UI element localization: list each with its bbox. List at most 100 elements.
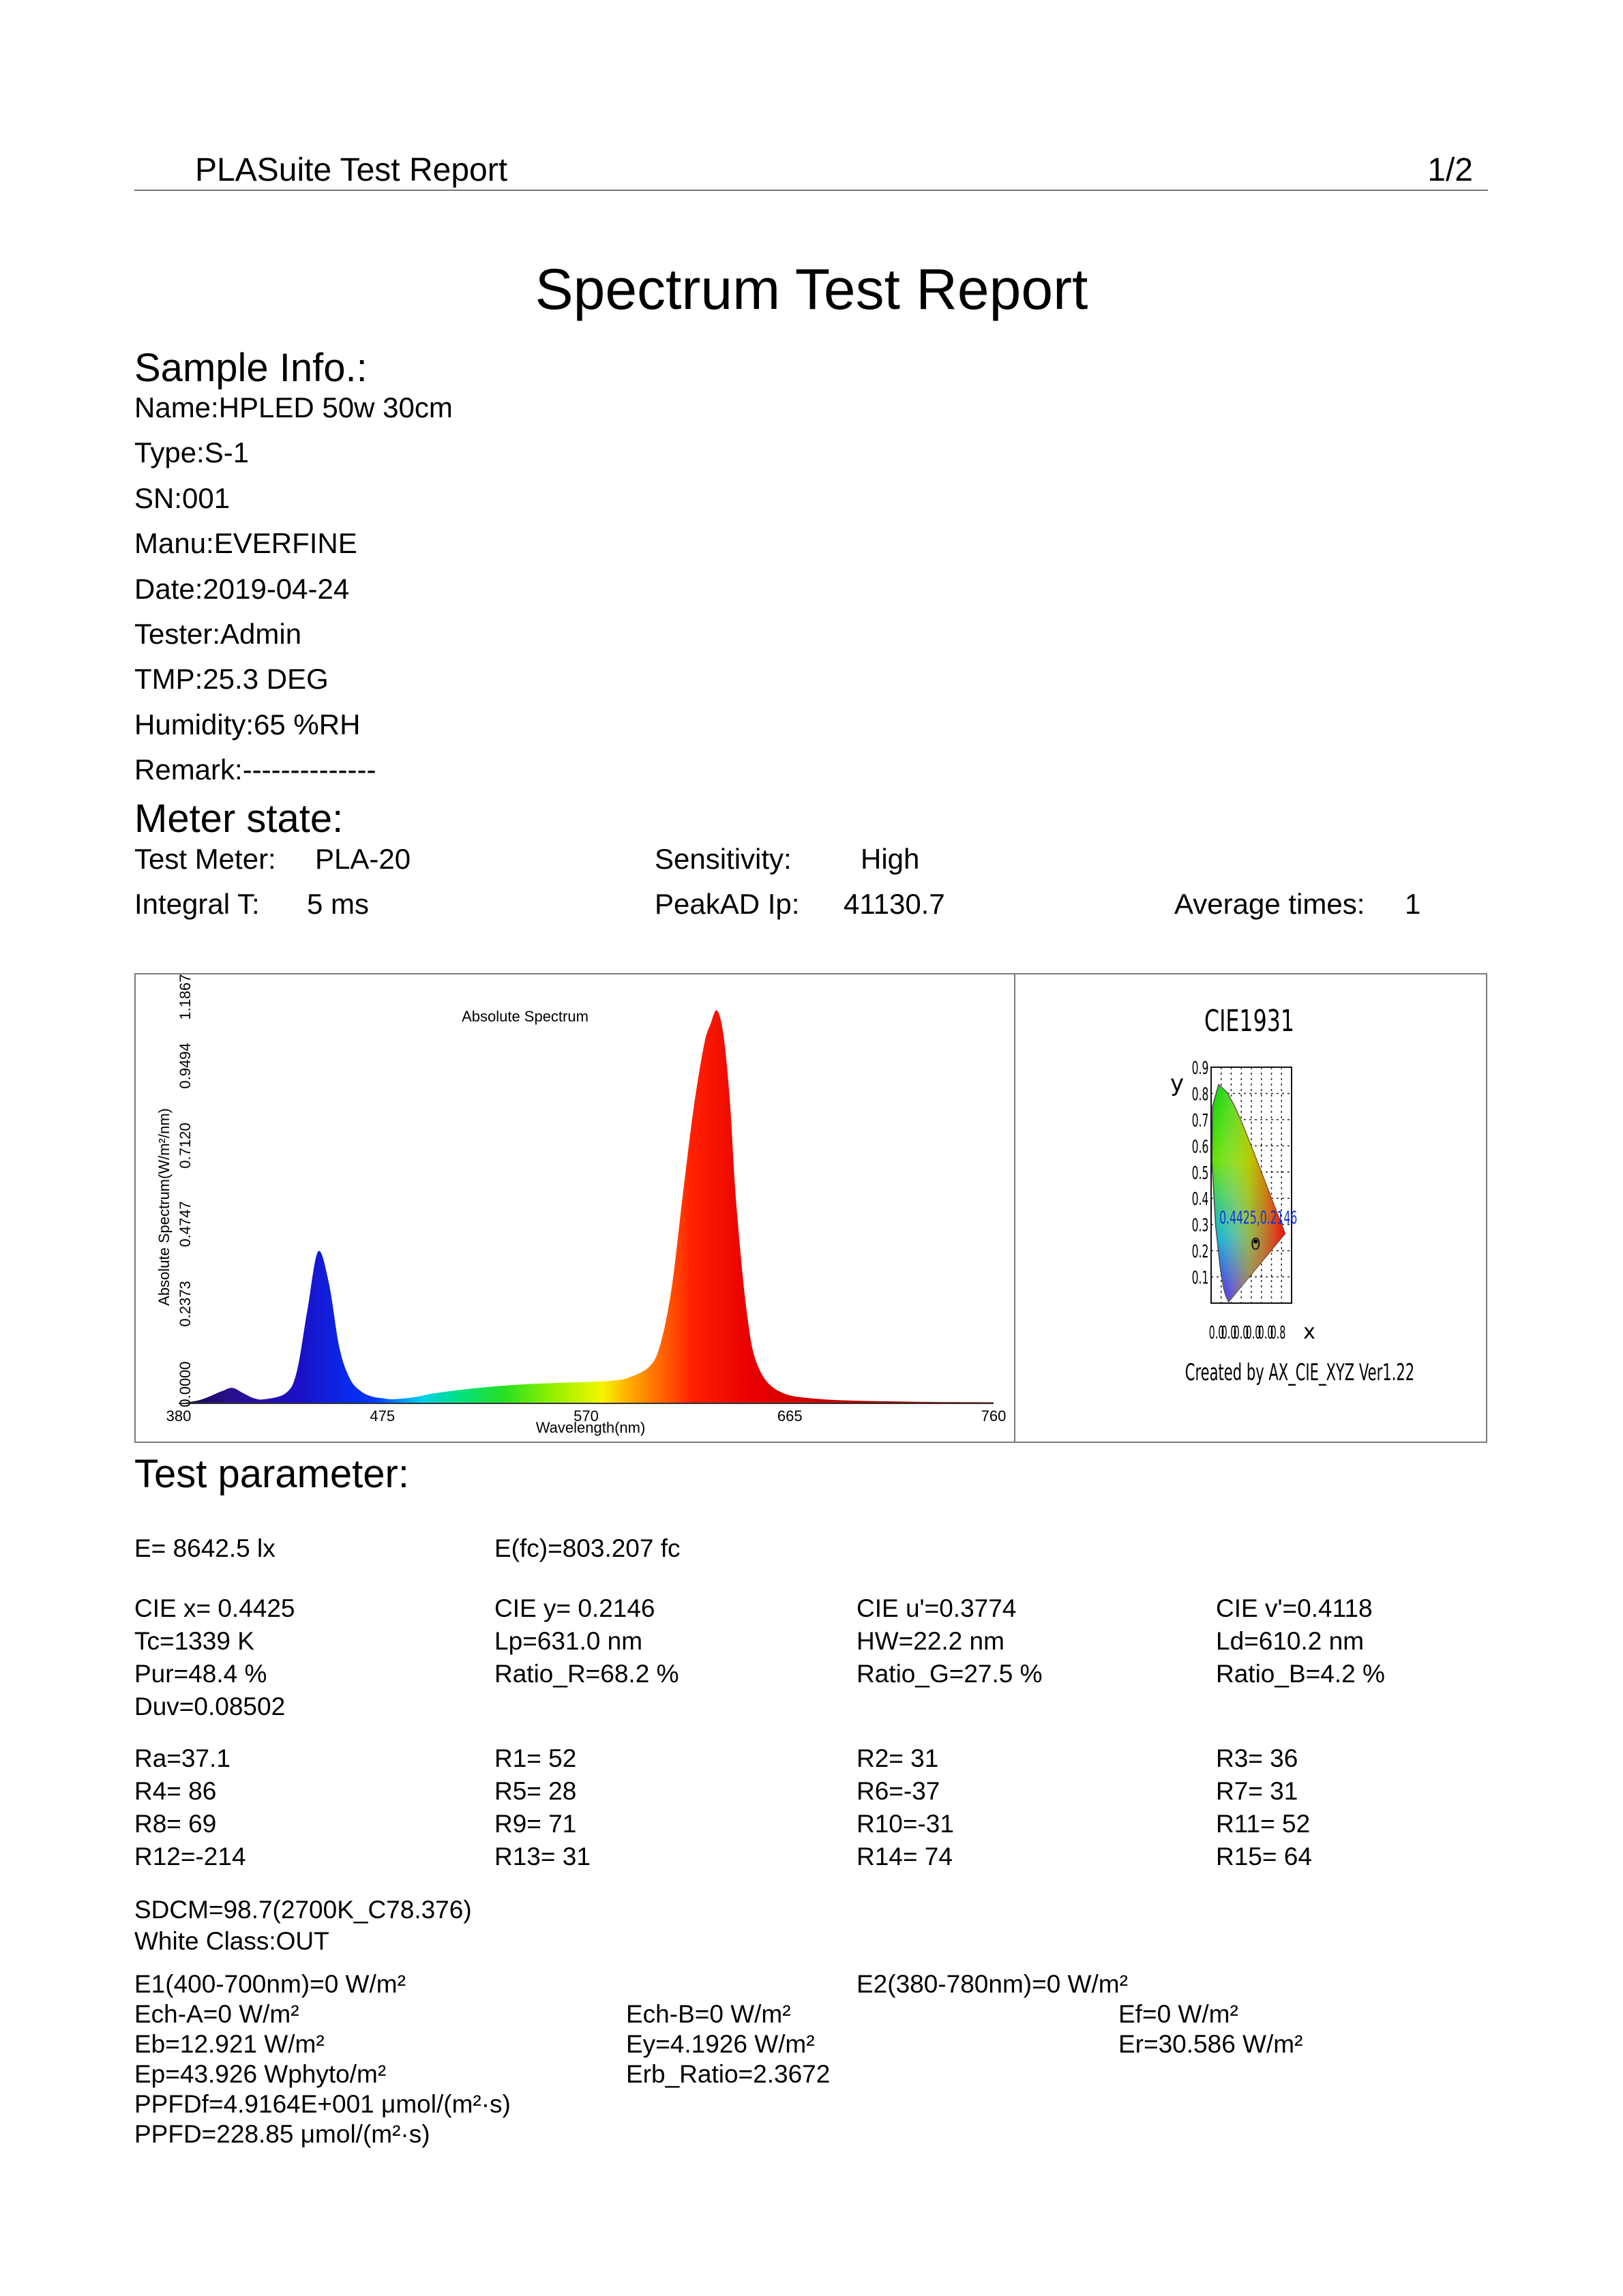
cie-y-tick-label: 0.3: [1192, 1216, 1209, 1236]
cie-x-tick-label: 0.8: [1270, 1322, 1286, 1343]
y-tick-label: 0.4747: [177, 1201, 194, 1247]
sample-info-line: Date:2019-04-24: [134, 572, 350, 605]
average-times-value: 1: [1405, 888, 1421, 920]
y-tick-label: 0.7120: [177, 1122, 194, 1168]
cie-title: CIE1931: [1204, 1004, 1294, 1039]
header-rule: [134, 190, 1488, 191]
y-tick-label: 0.0000: [177, 1361, 194, 1407]
y-tick-label: 1.1867: [177, 974, 194, 1019]
chart-frame: [134, 973, 1487, 1443]
cie-y-tick-label: 0.9: [1192, 1058, 1209, 1079]
parameter-cell: R2= 31: [857, 1744, 939, 1772]
test-meter-label: Test Meter:: [134, 843, 276, 875]
parameter-cell: E(fc)=803.207 fc: [494, 1534, 681, 1562]
parameter-cell: R7= 31: [1216, 1777, 1298, 1805]
parameter-cell: Ratio_B=4.2 %: [1216, 1660, 1385, 1688]
parameter-cell: CIE x= 0.4425: [134, 1594, 295, 1622]
ppfd-value: PPFD=228.85 μmol/(m²·s): [134, 2120, 430, 2148]
parameter-cell: Ratio_G=27.5 %: [857, 1660, 1043, 1688]
parameter-cell: Pur=48.4 %: [134, 1660, 267, 1688]
cie-locus-overlay: [1212, 1084, 1285, 1302]
ey-value: Ey=4.1926 W/m²: [626, 2030, 815, 2058]
parameter-cell: Ratio_R=68.2 %: [494, 1660, 679, 1688]
sample-info-line: TMP:25.3 DEG: [134, 663, 329, 696]
parameter-cell: CIE v'=0.4118: [1216, 1594, 1373, 1622]
ppfdf-value: PPFDf=4.9164E+001 μmol/(m²·s): [134, 2090, 511, 2118]
cie-y-tick-label: 0.4: [1192, 1189, 1209, 1210]
e2-value: E2(380-780nm)=0 W/m²: [857, 1970, 1128, 1998]
parameter-cell: Ra=37.1: [134, 1744, 230, 1772]
parameter-cell: E= 8642.5 lx: [134, 1534, 276, 1562]
cie-origin-label: 0: [1251, 1234, 1261, 1253]
cie-credit: Created by AX_CIE_XYZ Ver1.22: [1185, 1359, 1414, 1386]
y-tick-label: 0.9494: [177, 1043, 194, 1088]
cie-y-tick-label: 0.1: [1192, 1268, 1209, 1289]
parameter-cell: R4= 86: [134, 1777, 217, 1805]
parameter-cell: R13= 31: [494, 1843, 591, 1870]
average-times-label: Average times:: [1174, 888, 1365, 920]
peakad-value: 41130.7: [844, 888, 945, 920]
parameter-cell: R8= 69: [134, 1810, 217, 1838]
ech-a-value: Ech-A=0 W/m²: [134, 2000, 299, 2028]
white-class-value: White Class:OUT: [134, 1927, 329, 1955]
sample-info-line: Humidity:65 %RH: [134, 708, 361, 741]
cie-test-point: [1253, 1239, 1258, 1244]
parameter-cell: Lp=631.0 nm: [494, 1627, 643, 1655]
parameter-cell: R1= 52: [494, 1744, 577, 1772]
x-tick-label: 380: [166, 1407, 192, 1425]
ep-value: Ep=43.926 Wphyto/m²: [134, 2060, 387, 2088]
ech-b-value: Ech-B=0 W/m²: [626, 2000, 791, 2028]
cie-y-tick-label: 0.8: [1192, 1084, 1209, 1105]
cie-x-tick-label: 0.0: [1234, 1322, 1249, 1343]
cie-y-tick-label: 0.6: [1192, 1137, 1209, 1157]
cie-y-axis-label: y: [1170, 1070, 1184, 1097]
page-title: Spectrum Test Report: [535, 257, 1088, 321]
parameter-cell: R9= 71: [494, 1810, 577, 1838]
cie-x-tick-labels: 0.00.00.00.00.00.8: [1209, 1322, 1286, 1343]
cie-y-tick-labels: 0.1 0.2 0.3 0.4 0.5 0.6 0.7 0.8 0.9: [1192, 1058, 1209, 1289]
cie-x-tick-label: 0.0: [1221, 1322, 1237, 1343]
sample-info-heading: Sample Info.:: [134, 346, 368, 390]
parameter-cell: Duv=0.08502: [134, 1693, 286, 1720]
cie-x-tick-label: 0.0: [1209, 1322, 1225, 1343]
parameter-cell: Ld=610.2 nm: [1216, 1627, 1365, 1655]
eb-value: Eb=12.921 W/m²: [134, 2030, 325, 2058]
parameter-cell: CIE y= 0.2146: [494, 1594, 655, 1622]
parameter-cell: R15= 64: [1216, 1843, 1312, 1870]
sample-info-line: Type:S-1: [134, 436, 250, 469]
er-value: Er=30.586 W/m²: [1118, 2030, 1303, 2058]
test-parameter-heading: Test parameter:: [134, 1452, 409, 1496]
sensitivity-label: Sensitivity:: [655, 843, 792, 875]
parameter-cell: Tc=1339 K: [134, 1627, 254, 1655]
parameter-cell: R5= 28: [494, 1777, 577, 1805]
cie-x-tick-label: 0.0: [1258, 1322, 1274, 1343]
parameter-cell: R14= 74: [857, 1843, 953, 1870]
cie-point-label: 0.4425,0.2146: [1219, 1208, 1297, 1228]
e1-value: E1(400-700nm)=0 W/m²: [134, 1970, 406, 1998]
cie-x-axis-label: x: [1303, 1320, 1315, 1344]
integral-time-label: Integral T:: [134, 888, 260, 920]
cie-x-tick-label: 0.0: [1246, 1322, 1262, 1343]
ef-value: Ef=0 W/m²: [1118, 2000, 1238, 2028]
sample-info-line: Manu:EVERFINE: [134, 527, 357, 560]
x-tick-label: 475: [370, 1407, 395, 1425]
page-number: 1/2: [1427, 152, 1473, 188]
parameter-cell: R10=-31: [857, 1810, 954, 1838]
x-tick-label: 665: [777, 1407, 803, 1425]
integral-time-value: 5 ms: [307, 888, 370, 920]
parameter-cell: R12=-214: [134, 1843, 246, 1870]
parameter-cell: R3= 36: [1216, 1744, 1298, 1772]
x-tick-labels: 380 475 570 665 760: [166, 1407, 1007, 1425]
meter-state-heading: Meter state:: [134, 796, 344, 841]
parameter-cell: R6=-37: [857, 1777, 940, 1805]
peakad-label: PeakAD Ip:: [655, 888, 800, 920]
x-axis-label: Wavelength(nm): [536, 1419, 646, 1436]
sample-info-line: Tester:Admin: [134, 618, 302, 650]
sample-info-line: SN:001: [134, 481, 230, 514]
x-tick-label: 760: [981, 1407, 1007, 1425]
erb-ratio-value: Erb_Ratio=2.3672: [626, 2060, 831, 2088]
cie-y-tick-label: 0.7: [1192, 1111, 1209, 1131]
test-meter-value: PLA-20: [315, 843, 411, 875]
